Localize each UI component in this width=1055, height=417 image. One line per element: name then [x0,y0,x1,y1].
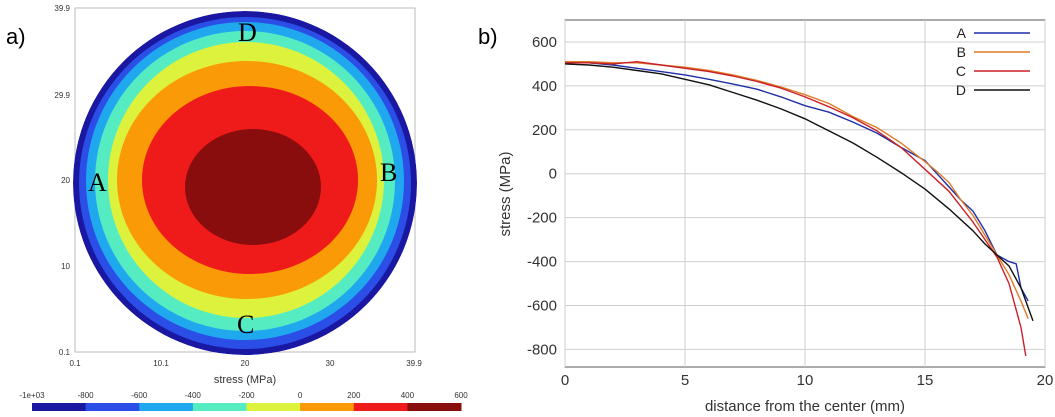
colorbar-tick-label: 200 [347,391,361,400]
stress-contour-map [73,11,417,355]
legend-label-d: D [956,82,966,98]
colorbar-tick-label: -800 [78,391,95,400]
contour-y-tick: 39.9 [54,4,70,13]
point-label-b: B [380,158,397,187]
contour-x-axis: 0.1 10.1 20 30 39.9 [69,359,422,368]
panel-b: b) 0 5 10 15 20 600 400 200 0 -200 -400 -600 -800 A… [478,19,1054,415]
series-line-c [565,61,1027,357]
colorbar-ticks: -1e+03 -800 -600 -400 -200 0 200 400 600 [19,391,468,400]
legend-label-b: B [957,44,966,60]
colorbar-tick-label: -600 [131,391,148,400]
panel-b-label: b) [478,24,498,49]
point-label-d: D [238,18,257,47]
x-axis: 0 5 10 15 20 [561,372,1054,389]
colorbar-segment [139,403,194,411]
colorbar-segment [192,403,247,411]
y-axis-title: stress (MPa) [497,151,514,236]
grid [564,20,1046,367]
colorbar [32,403,462,411]
colorbar-tick-label: -400 [185,391,202,400]
series-line-d [565,63,1034,322]
contour-x-tick: 30 [326,359,335,368]
contour-y-tick: 29.9 [54,91,70,100]
y-tick-label: -400 [527,254,557,271]
colorbar-segment [407,403,462,411]
x-tick-label: 20 [1037,372,1054,389]
legend-label-a: A [957,25,967,41]
point-label-a: A [88,168,107,197]
colorbar-segment [246,403,301,411]
x-tick-label: 15 [917,372,934,389]
colorbar-segment [32,403,87,411]
panel-a: a) A B C D 0.1 10.1 20 30 39.9 39.9 [6,4,468,411]
panel-a-label: a) [6,24,26,49]
colorbar-tick-label: -1e+03 [19,391,45,400]
contour-x-tick: 0.1 [69,359,81,368]
contour-band-8 [185,129,321,245]
y-tick-label: -200 [527,210,557,227]
contour-axis-title: stress (MPa) [214,374,276,386]
contour-y-tick: 10 [61,262,70,271]
y-tick-label: 600 [532,34,557,51]
colorbar-segment [85,403,140,411]
colorbar-tick-label: 0 [298,391,303,400]
colorbar-tick-label: 600 [454,391,468,400]
contour-y-tick: 0.1 [59,348,71,357]
y-tick-label: -800 [527,341,557,358]
colorbar-segment [353,403,408,411]
contour-y-axis: 39.9 29.9 20 10 0.1 [54,4,70,357]
contour-x-tick: 39.9 [406,359,422,368]
x-tick-label: 0 [561,372,569,389]
contour-x-tick: 10.1 [153,359,169,368]
colorbar-segment [300,403,355,411]
series-lines [565,61,1034,357]
point-label-c: C [237,310,254,339]
contour-y-tick: 20 [61,176,70,185]
x-tick-label: 10 [797,372,814,389]
legend-label-c: C [956,63,966,79]
y-tick-label: 200 [532,122,557,139]
x-axis-title: distance from the center (mm) [705,398,905,415]
y-tick-label: 0 [549,166,557,183]
x-tick-label: 5 [681,372,689,389]
y-tick-label: -600 [527,298,557,315]
contour-x-tick: 20 [241,359,250,368]
y-axis: 600 400 200 0 -200 -400 -600 -800 [527,34,557,358]
colorbar-tick-label: 400 [401,391,415,400]
y-tick-label: 400 [532,78,557,95]
colorbar-tick-label: -200 [238,391,255,400]
